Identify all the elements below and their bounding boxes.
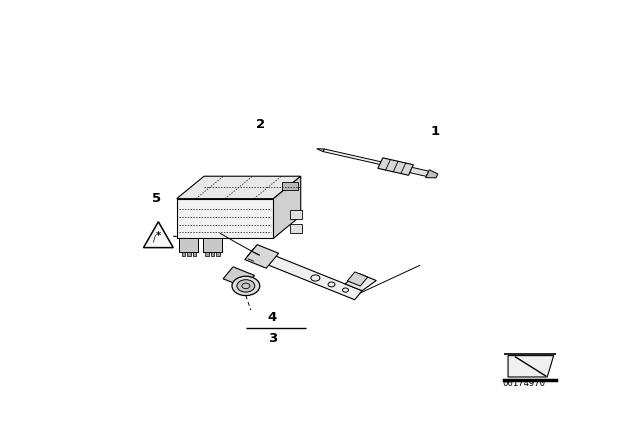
FancyBboxPatch shape [187,252,191,256]
Polygon shape [244,245,278,268]
Text: 1: 1 [430,125,439,138]
Circle shape [237,280,255,292]
Circle shape [232,276,260,296]
FancyBboxPatch shape [182,252,185,256]
Text: 3: 3 [268,332,277,345]
Polygon shape [247,248,362,300]
Polygon shape [223,267,255,287]
Polygon shape [282,182,298,190]
Polygon shape [177,176,301,198]
Polygon shape [378,158,413,175]
Polygon shape [410,168,429,177]
Polygon shape [426,170,438,178]
FancyBboxPatch shape [205,252,209,256]
Text: *: * [156,231,161,241]
Polygon shape [177,198,273,238]
FancyBboxPatch shape [203,238,222,252]
FancyBboxPatch shape [216,252,220,256]
Polygon shape [290,210,302,219]
Text: 00174970: 00174970 [502,379,545,388]
Polygon shape [348,272,368,286]
Polygon shape [323,149,386,165]
Polygon shape [508,356,554,377]
Polygon shape [143,222,173,248]
FancyBboxPatch shape [193,252,196,256]
FancyBboxPatch shape [211,252,214,256]
Text: /: / [153,235,156,244]
Text: 5: 5 [152,192,161,205]
FancyBboxPatch shape [179,238,198,252]
Polygon shape [273,176,301,238]
Polygon shape [290,224,302,233]
Text: 2: 2 [257,118,266,131]
Polygon shape [345,274,376,291]
Text: 4: 4 [268,311,277,324]
Polygon shape [317,149,324,151]
